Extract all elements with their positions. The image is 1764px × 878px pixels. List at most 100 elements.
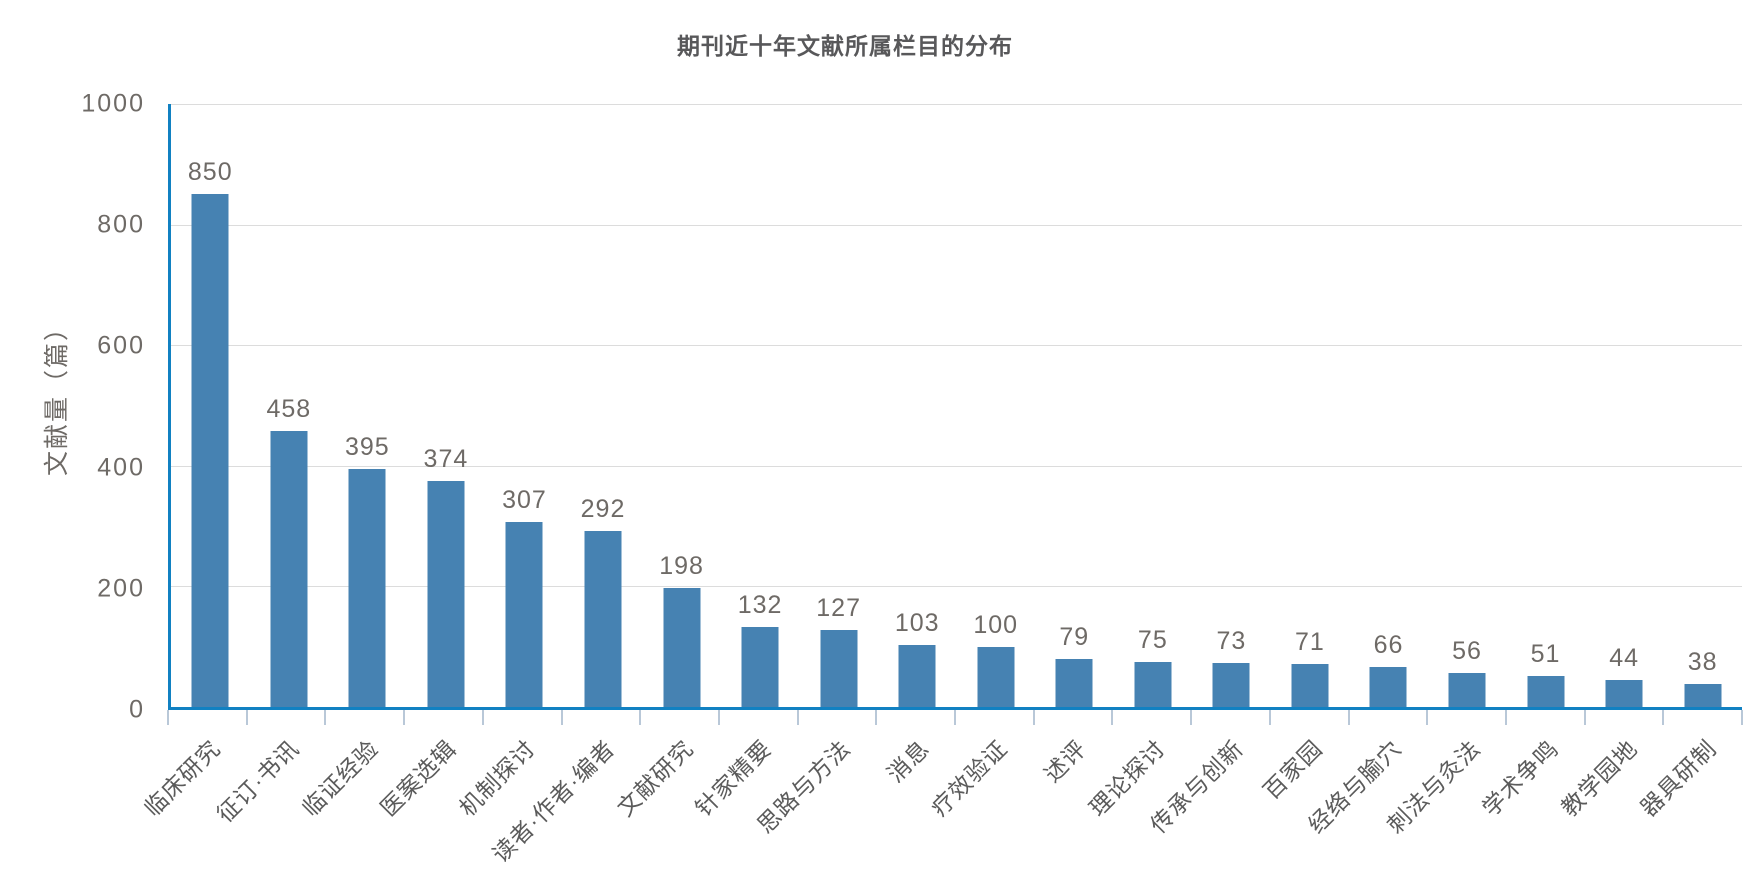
bar-slot: 44 <box>1585 104 1664 707</box>
bar-slot: 100 <box>956 104 1035 707</box>
category-label: 消息 <box>881 735 935 788</box>
bar-slot: 103 <box>878 104 957 707</box>
bar-value-label: 51 <box>1530 640 1561 669</box>
x-tick-mark <box>1426 710 1429 725</box>
bar-value-label: 38 <box>1687 648 1718 677</box>
gridline <box>171 586 1742 588</box>
bar <box>1684 684 1722 707</box>
bar <box>977 646 1015 707</box>
bar-value-label: 850 <box>187 158 233 187</box>
category-label: 教学园地 <box>1556 735 1643 822</box>
x-tick-mark <box>324 710 327 725</box>
bar-value-label: 75 <box>1137 625 1168 654</box>
bar-value-label: 198 <box>659 551 704 580</box>
bar-slot: 458 <box>250 104 329 707</box>
x-tick-mark <box>1504 710 1507 725</box>
bar <box>820 630 858 707</box>
bar-slot: 127 <box>799 104 878 707</box>
bar <box>1527 676 1565 707</box>
bar-slot: 73 <box>1192 104 1271 707</box>
bar-slot: 292 <box>564 104 643 707</box>
category-label: 临证经验 <box>296 735 384 822</box>
bar-value-label: 127 <box>816 594 861 623</box>
bar-value-label: 307 <box>502 485 547 514</box>
x-tick-mark <box>167 710 169 725</box>
bar-slot: 374 <box>407 104 486 707</box>
bar-slot: 307 <box>485 104 564 707</box>
bar <box>1291 664 1329 707</box>
category-label: 述评 <box>1039 735 1092 788</box>
y-tick-label: 400 <box>97 453 145 482</box>
category-label: 疗效验证 <box>926 735 1013 822</box>
bars-layer: 850 458 395 374 307 292 198 132 127 103 100 79 75 73 7… <box>171 104 1742 707</box>
category-label: 医案选辑 <box>375 735 462 822</box>
category-label: 百家园 <box>1258 735 1328 805</box>
category-label: 器具研制 <box>1634 735 1722 822</box>
bar <box>1605 680 1643 707</box>
bar <box>1134 661 1172 707</box>
x-tick-mark <box>1583 710 1586 725</box>
bar-value-label: 103 <box>894 608 940 637</box>
bar <box>1055 659 1093 707</box>
bar-value-label: 56 <box>1452 637 1482 666</box>
bar <box>191 194 229 707</box>
y-tick-label: 200 <box>97 574 145 603</box>
bar-slot: 51 <box>1506 104 1585 707</box>
x-tick-mark <box>1662 710 1665 725</box>
bar-value-label: 71 <box>1295 628 1325 657</box>
bar-slot: 66 <box>1349 104 1428 707</box>
x-tick-mark <box>1268 710 1271 725</box>
bar <box>1448 673 1486 707</box>
bar-value-label: 458 <box>266 394 312 423</box>
y-tick-label: 600 <box>97 331 145 360</box>
bar-value-label: 395 <box>345 432 390 461</box>
y-axis-tick-labels: 0 200 400 600 800 1000 <box>0 91 145 722</box>
gridline <box>171 104 1742 105</box>
bar <box>1369 667 1407 707</box>
x-tick-mark <box>1190 710 1193 725</box>
bar-value-label: 79 <box>1059 623 1090 652</box>
bar <box>348 468 386 707</box>
x-tick-mark <box>245 710 248 725</box>
x-tick-mark <box>639 710 642 725</box>
bar-slot: 850 <box>171 104 250 707</box>
bar-slot: 132 <box>721 104 800 707</box>
bar <box>741 627 779 707</box>
bar-slot: 198 <box>642 104 721 707</box>
gridline <box>171 345 1742 347</box>
bar-slot: 395 <box>328 104 407 707</box>
bar <box>898 644 936 707</box>
bar-value-label: 292 <box>580 494 626 523</box>
x-axis-tick-marks <box>167 710 1743 726</box>
bar <box>270 430 308 707</box>
x-tick-mark <box>717 710 720 725</box>
y-tick-label: 1000 <box>81 89 145 118</box>
bar-value-label: 132 <box>737 591 783 620</box>
bar-value-label: 66 <box>1373 631 1404 660</box>
bar-value-label: 73 <box>1216 626 1247 655</box>
gridline <box>171 224 1742 226</box>
x-tick-mark <box>954 710 956 725</box>
gridline-layer <box>171 104 1742 707</box>
bar <box>1212 662 1250 707</box>
bar-slot: 79 <box>1035 104 1114 707</box>
x-tick-mark <box>1032 710 1035 725</box>
y-tick-label: 0 <box>129 695 145 724</box>
category-label: 学术争鸣 <box>1477 735 1564 822</box>
bar <box>663 587 701 707</box>
x-tick-mark <box>1111 710 1114 725</box>
x-tick-mark <box>875 710 878 725</box>
bar-value-label: 100 <box>973 610 1019 639</box>
x-tick-mark <box>560 710 563 725</box>
plot-area: 850 458 395 374 307 292 198 132 127 103 100 79 75 73 7… <box>168 104 1742 710</box>
category-label: 征订·书讯 <box>212 735 305 828</box>
bar-slot: 75 <box>1114 104 1193 707</box>
gridline <box>171 465 1742 467</box>
x-tick-mark <box>1347 710 1350 725</box>
x-axis-category-labels: 临床研究 征订·书讯 临证经验 医案选辑 机制探讨 读者·作者·编者 文献研究 针家精要 思路与… <box>139 735 1742 878</box>
bar <box>584 530 622 707</box>
bar-value-label: 374 <box>423 445 469 474</box>
category-label: 文献研究 <box>611 735 698 822</box>
bar-slot: 71 <box>1271 104 1350 707</box>
